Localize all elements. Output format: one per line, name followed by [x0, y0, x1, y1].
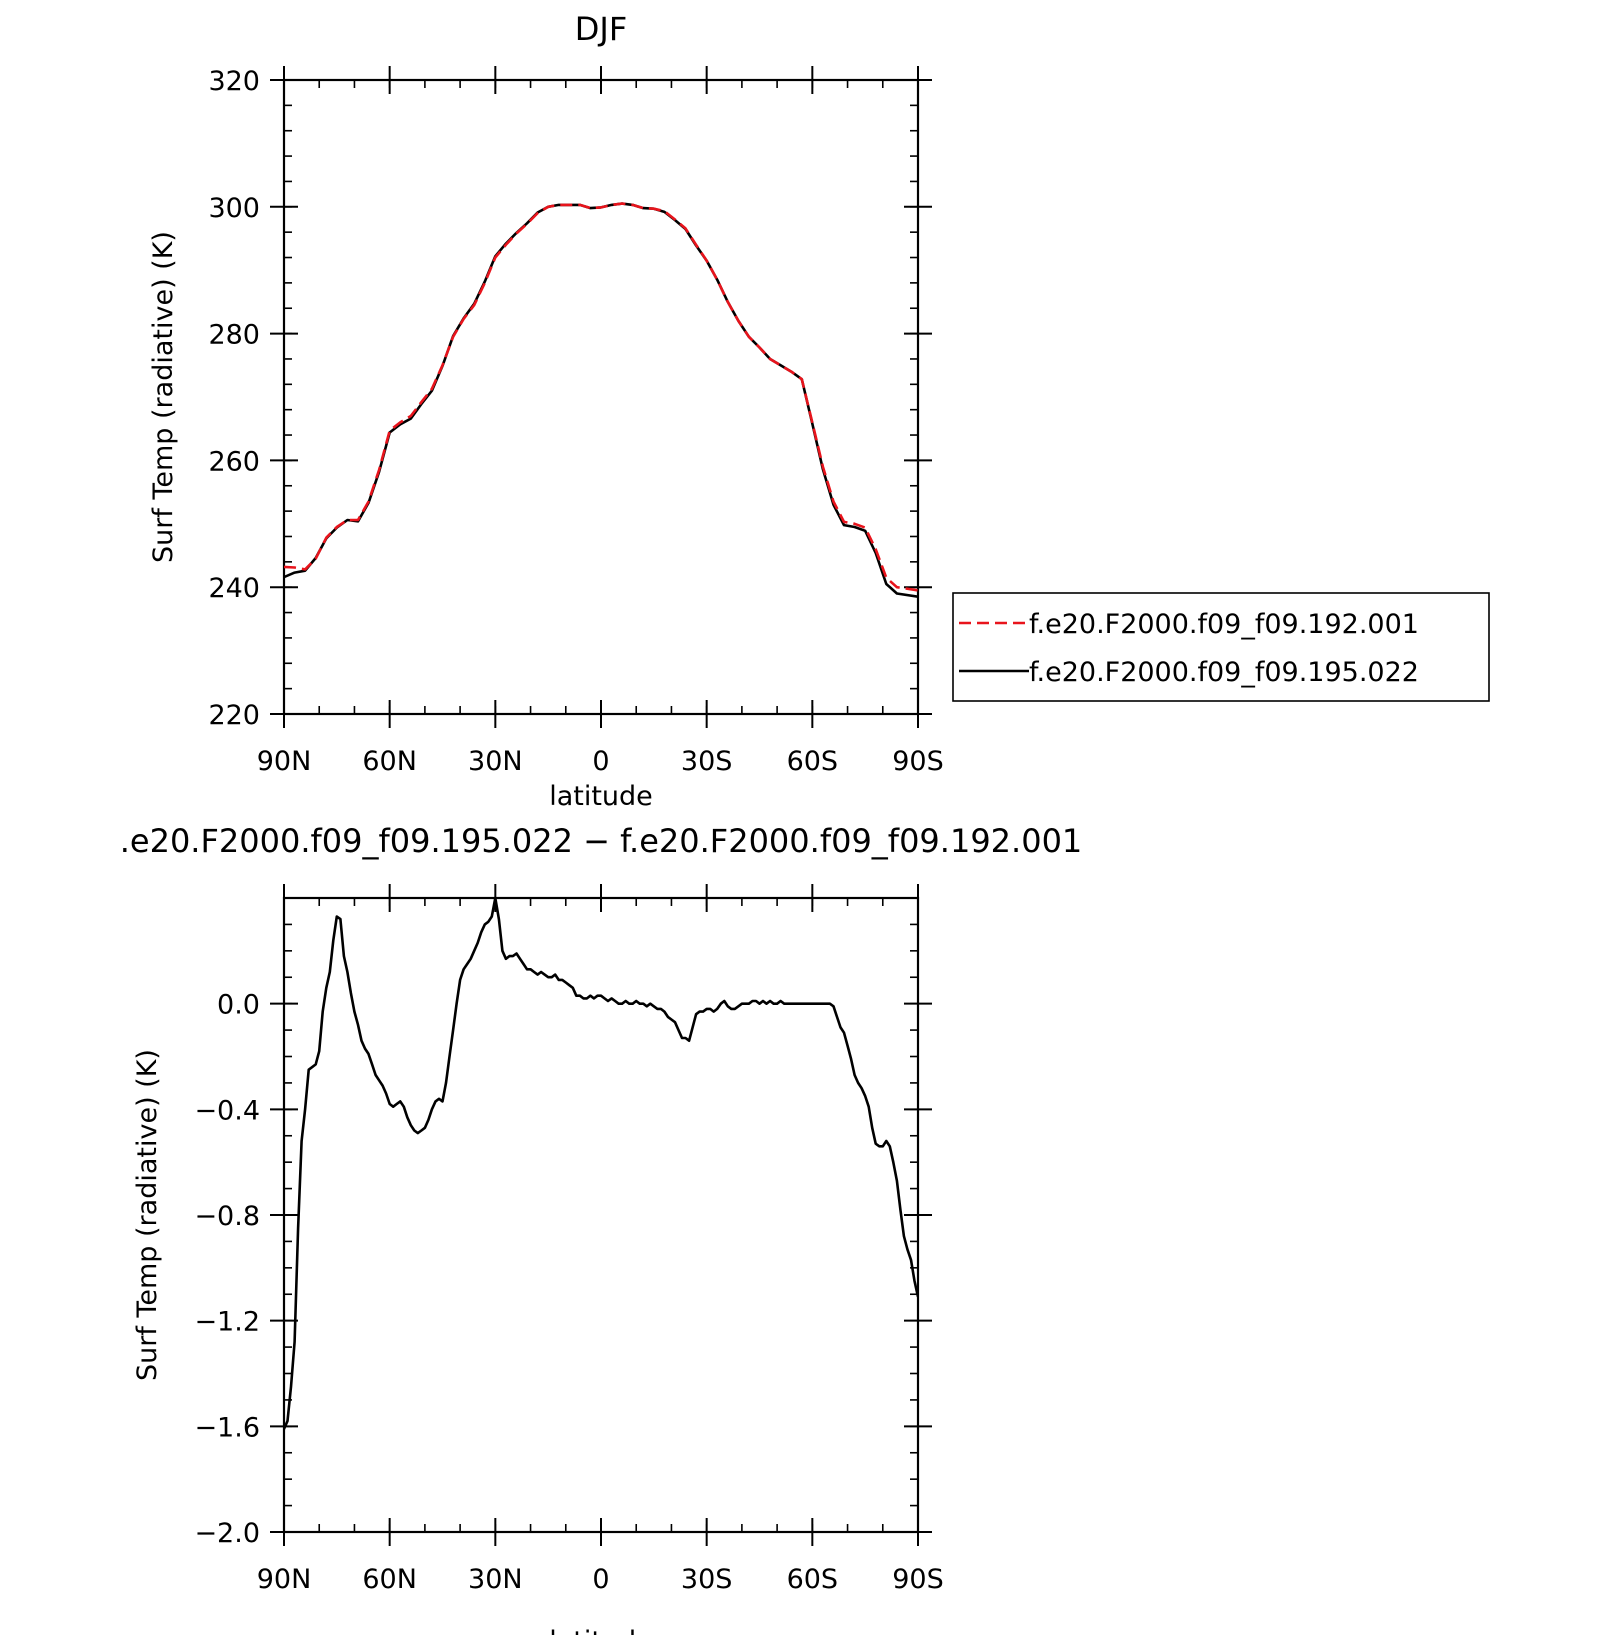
x-tick-label: 90S	[892, 1564, 944, 1595]
x-tick-label: 60S	[787, 1564, 839, 1595]
y-tick-label: −1.6	[194, 1412, 260, 1443]
y-tick-label: 240	[208, 573, 260, 604]
y-tick-label: 320	[208, 66, 260, 97]
y-tick-label: 260	[208, 446, 260, 477]
x-axis-label: latitude	[549, 1626, 653, 1635]
y-axis-label: Surf Temp (radiative) (K)	[148, 231, 179, 563]
y-tick-label: 280	[208, 320, 260, 351]
y-tick-label: 0.0	[217, 990, 260, 1021]
y-axis-label: Surf Temp (radiative) (K)	[132, 1049, 163, 1381]
x-tick-label: 60N	[362, 746, 417, 777]
x-tick-label: 30N	[468, 1564, 523, 1595]
bottom-chart-difference: −2.0 −1.6 −1.2 −0.8 −0.4 0.0 90N 60N 30N 0 30S 60S 9…	[120, 822, 1083, 1635]
x-tick-label: 90S	[892, 746, 944, 777]
chart-title: DJF	[575, 10, 627, 48]
x-tick-label: 0	[592, 746, 609, 777]
x-tick-label: 60S	[787, 746, 839, 777]
legend-box	[952, 592, 1490, 702]
x-tick-label: 30N	[468, 746, 523, 777]
series-line	[284, 896, 918, 1430]
legend-entry: f.e20.F2000.f09_f09.195.022	[1029, 657, 1419, 688]
x-axis-label: latitude	[549, 781, 653, 812]
y-tick-label: −0.4	[194, 1095, 260, 1126]
y-tick-label: −2.0	[194, 1518, 260, 1549]
chart-title: .e20.F2000.f09_f09.195.022 − f.e20.F2000…	[120, 822, 1083, 860]
x-tick-label: 90N	[257, 1564, 312, 1595]
x-tick-label: 30S	[681, 746, 733, 777]
series-line	[284, 202, 918, 598]
x-tick-label: 0	[592, 1564, 609, 1595]
top-chart-surf-temp: 220 240 260 280 300 320 90N 60N 30N 0 30S 60S 90S DJF…	[148, 10, 1490, 812]
x-tick-label: 60N	[362, 1564, 417, 1595]
y-tick-label: −0.8	[194, 1201, 260, 1232]
y-tick-label: −1.2	[194, 1307, 260, 1338]
x-tick-label: 90N	[257, 746, 312, 777]
plot-frame	[282, 78, 920, 716]
plot-frame	[282, 896, 920, 1534]
legend-entry: f.e20.F2000.f09_f09.192.001	[1029, 609, 1419, 640]
x-tick-label: 30S	[681, 1564, 733, 1595]
y-tick-label: 220	[208, 700, 260, 731]
series-line	[284, 202, 918, 592]
y-tick-label: 300	[208, 193, 260, 224]
